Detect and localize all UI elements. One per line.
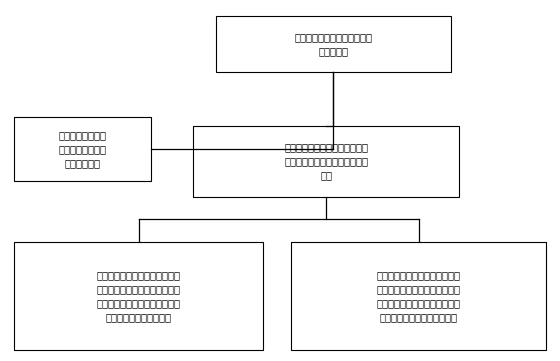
Text: 刮泥板的高度变化计算后数据结
果代表刮泥板下端的耐磨靴磨损
情况，以及刮泥板自身是否发生
偏离、形变、断裂、失踪: 刮泥板的高度变化计算后数据结 果代表刮泥板下端的耐磨靴磨损 情况，以及刮泥板自身…	[96, 270, 180, 322]
Bar	[216, 16, 451, 72]
Text: 刮泥板与刮泥板之间的间距计算
后数据结果代表刮泥板自身是否
发生偏离、形变、断裂、失踪以
及驱动装置是否产生跳链现象: 刮泥板与刮泥板之间的间距计算 后数据结果代表刮泥板自身是否 发生偏离、形变、断裂…	[376, 270, 460, 322]
Bar	[14, 117, 151, 180]
Bar	[14, 242, 263, 350]
Bar	[291, 242, 546, 350]
Bar	[193, 126, 459, 197]
Text: 进行刮泥板及耐磨靴高度变化计
算、刮泥板与刮泥板之间的间距
计算: 进行刮泥板及耐磨靴高度变化计 算、刮泥板与刮泥板之间的间距 计算	[284, 143, 368, 180]
Text: 采用刮泥板性能监测系统的数
据分析单元: 采用刮泥板性能监测系统的数 据分析单元	[294, 32, 372, 56]
Text: 沉淀池刮泥机的故
障监测预警系统的
性能计算方法: 沉淀池刮泥机的故 障监测预警系统的 性能计算方法	[59, 130, 106, 168]
